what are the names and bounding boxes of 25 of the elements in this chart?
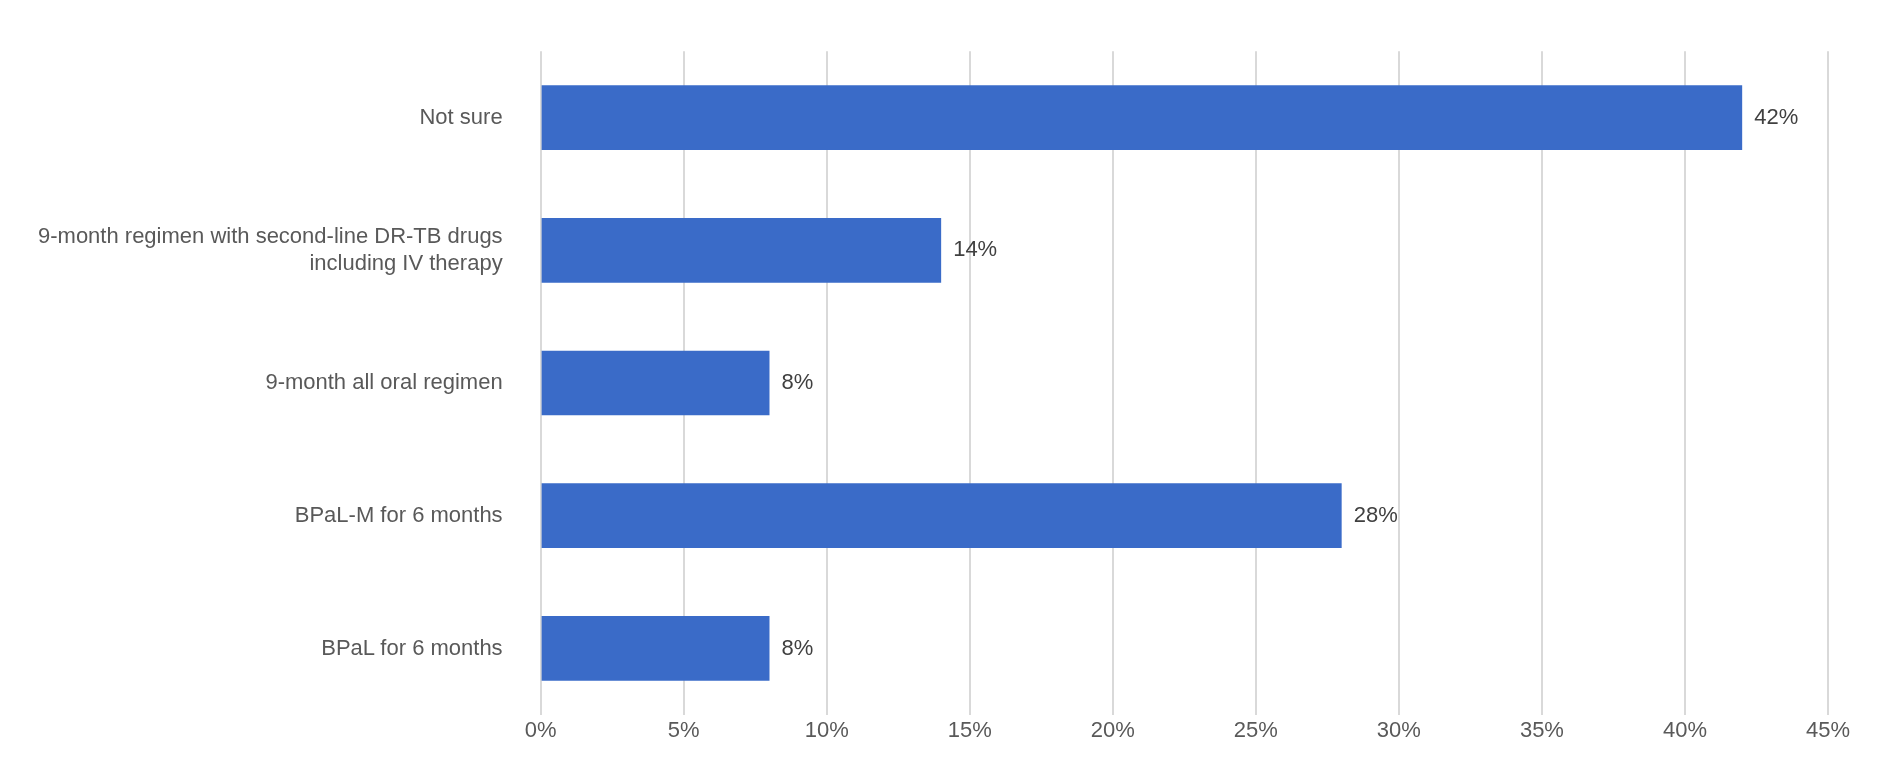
x-tick-label: 25% <box>1233 717 1278 743</box>
bar <box>541 483 1342 549</box>
x-tick-label: 10% <box>804 717 849 743</box>
x-tick-label: 45% <box>1805 717 1851 743</box>
x-tick-label: 30% <box>1376 717 1421 743</box>
x-tick-label: 15% <box>947 717 992 743</box>
x-tick-label: 40% <box>1662 717 1707 743</box>
bar <box>541 616 770 681</box>
y-tick-label: Not sure <box>419 103 503 129</box>
data-label: 42% <box>1754 103 1799 129</box>
data-label: 8% <box>781 634 814 660</box>
data-label: 8% <box>781 369 814 395</box>
y-tick-label: BPaL for 6 months <box>321 634 503 660</box>
y-tick-label: 9-month all oral regimen <box>265 369 503 395</box>
x-tick-label: 5% <box>667 717 700 743</box>
x-tick-label: 35% <box>1519 717 1564 743</box>
y-tick-label: BPaL-M for 6 months <box>294 501 503 527</box>
x-tick-label: 20% <box>1090 717 1135 743</box>
bar <box>541 85 1743 150</box>
data-label: 14% <box>953 236 998 262</box>
y-tick-label: 9-month regimen with second-line DR-TB drugs including IV therapy <box>37 223 503 275</box>
bar <box>541 350 770 416</box>
x-tick-label: 0% <box>524 717 557 743</box>
data-label: 28% <box>1353 501 1398 527</box>
bar <box>541 217 942 283</box>
